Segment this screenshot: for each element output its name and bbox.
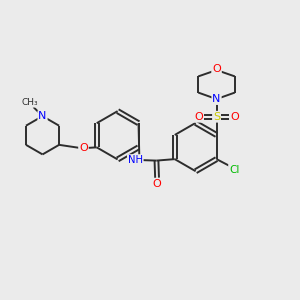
- Text: CH₃: CH₃: [22, 98, 38, 107]
- Text: O: O: [194, 112, 203, 122]
- Text: O: O: [79, 143, 88, 153]
- Text: Cl: Cl: [229, 165, 239, 175]
- Text: S: S: [213, 112, 220, 122]
- Text: N: N: [212, 94, 221, 104]
- Text: O: O: [230, 112, 239, 122]
- Text: NH: NH: [128, 155, 143, 165]
- Text: O: O: [212, 64, 221, 74]
- Text: O: O: [153, 179, 161, 189]
- Text: N: N: [38, 111, 47, 121]
